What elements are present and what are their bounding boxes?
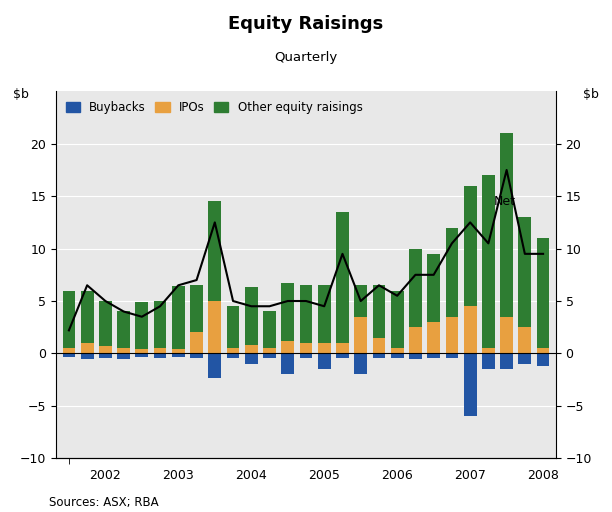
Bar xyxy=(482,348,494,353)
Bar xyxy=(190,285,203,332)
Bar xyxy=(62,353,75,356)
Bar xyxy=(245,345,258,353)
Bar xyxy=(135,302,148,349)
Bar xyxy=(154,348,166,353)
Bar xyxy=(172,286,185,349)
Title: Quarterly: Quarterly xyxy=(274,51,338,64)
Bar xyxy=(464,353,477,416)
Bar xyxy=(354,285,367,317)
Bar xyxy=(518,217,531,327)
Bar xyxy=(446,353,458,357)
Bar xyxy=(391,290,403,348)
Bar xyxy=(81,290,94,343)
Bar xyxy=(409,249,422,327)
Bar xyxy=(391,353,403,357)
Bar xyxy=(226,348,239,353)
Bar xyxy=(226,353,239,357)
Bar xyxy=(427,322,440,353)
Bar xyxy=(190,353,203,357)
Bar xyxy=(446,317,458,353)
Bar xyxy=(99,346,112,353)
Bar xyxy=(336,343,349,353)
Bar xyxy=(81,353,94,358)
Bar xyxy=(427,254,440,322)
Bar xyxy=(263,311,276,348)
Bar xyxy=(537,238,550,348)
Bar xyxy=(318,353,330,369)
Bar xyxy=(391,348,403,353)
Bar xyxy=(500,353,513,369)
Bar xyxy=(537,348,550,353)
Bar xyxy=(62,290,75,348)
Bar xyxy=(518,327,531,353)
Bar xyxy=(245,287,258,345)
Bar xyxy=(135,349,148,353)
Bar xyxy=(354,317,367,353)
Bar xyxy=(282,341,294,353)
Bar xyxy=(226,306,239,348)
Bar xyxy=(135,353,148,356)
Bar xyxy=(500,133,513,317)
Bar xyxy=(500,317,513,353)
Bar xyxy=(354,353,367,374)
Bar xyxy=(209,201,221,301)
Bar xyxy=(209,301,221,353)
Bar xyxy=(190,332,203,353)
Bar xyxy=(154,353,166,357)
Bar xyxy=(336,212,349,343)
Bar xyxy=(172,353,185,356)
Bar xyxy=(282,353,294,374)
Bar xyxy=(245,353,258,364)
Bar xyxy=(482,175,494,348)
Bar xyxy=(62,348,75,353)
Bar xyxy=(373,285,386,338)
Bar xyxy=(118,311,130,348)
Bar xyxy=(427,353,440,357)
Bar xyxy=(318,285,330,343)
Y-axis label: $b: $b xyxy=(583,88,599,101)
Bar xyxy=(99,301,112,346)
Bar xyxy=(154,301,166,348)
Bar xyxy=(263,353,276,357)
Bar xyxy=(300,285,312,343)
Bar xyxy=(300,353,312,357)
Bar xyxy=(482,353,494,369)
Text: Net: Net xyxy=(494,195,516,208)
Bar xyxy=(518,353,531,364)
Bar xyxy=(81,343,94,353)
Bar xyxy=(263,348,276,353)
Bar xyxy=(464,306,477,353)
Y-axis label: $b: $b xyxy=(13,88,29,101)
Bar xyxy=(209,353,221,377)
Bar xyxy=(409,327,422,353)
Bar xyxy=(537,353,550,366)
Bar xyxy=(282,283,294,341)
Legend: Buybacks, IPOs, Other equity raisings: Buybacks, IPOs, Other equity raisings xyxy=(62,97,366,117)
Bar xyxy=(336,353,349,357)
Bar xyxy=(172,349,185,353)
Bar xyxy=(373,338,386,353)
Bar xyxy=(300,343,312,353)
Text: Sources: ASX; RBA: Sources: ASX; RBA xyxy=(49,497,159,509)
Bar xyxy=(118,353,130,358)
Bar xyxy=(373,353,386,357)
Bar xyxy=(318,343,330,353)
Bar xyxy=(99,353,112,357)
Bar xyxy=(118,348,130,353)
Text: Equity Raisings: Equity Raisings xyxy=(228,15,384,33)
Bar xyxy=(464,186,477,306)
Bar xyxy=(446,228,458,317)
Bar xyxy=(409,353,422,358)
